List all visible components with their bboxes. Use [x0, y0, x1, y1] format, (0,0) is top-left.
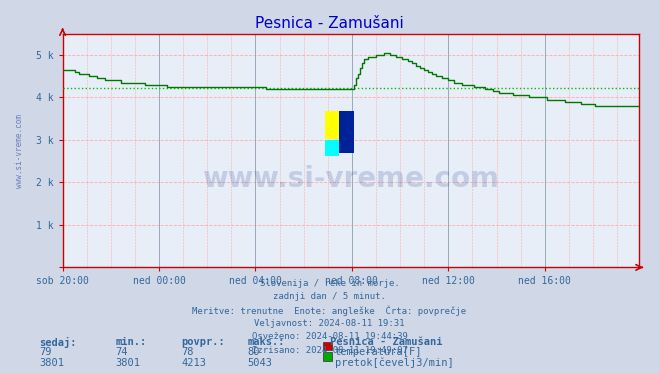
Text: 78: 78: [181, 347, 194, 357]
Text: 79: 79: [40, 347, 52, 357]
Text: Meritve: trenutne  Enote: angleške  Črta: povprečje: Meritve: trenutne Enote: angleške Črta: …: [192, 306, 467, 316]
Text: min.:: min.:: [115, 337, 146, 347]
Text: Pesnica - Zamušani: Pesnica - Zamušani: [330, 337, 442, 347]
Bar: [339, 111, 354, 153]
Text: Veljavnost: 2024-08-11 19:31: Veljavnost: 2024-08-11 19:31: [254, 319, 405, 328]
Text: 80: 80: [247, 347, 260, 357]
Text: 74: 74: [115, 347, 128, 357]
Text: zadnji dan / 5 minut.: zadnji dan / 5 minut.: [273, 292, 386, 301]
Text: 3801: 3801: [115, 358, 140, 368]
Text: pretok[čevelj3/min]: pretok[čevelj3/min]: [335, 358, 453, 368]
Text: Pesnica - Zamušani: Pesnica - Zamušani: [255, 16, 404, 31]
Text: sedaj:: sedaj:: [40, 337, 77, 347]
Text: 3801: 3801: [40, 358, 65, 368]
Text: 4213: 4213: [181, 358, 206, 368]
Text: www.si-vreme.com: www.si-vreme.com: [202, 165, 500, 193]
Text: www.si-vreme.com: www.si-vreme.com: [15, 114, 24, 187]
Text: Izrisano: 2024-08-11 19:49:07: Izrisano: 2024-08-11 19:49:07: [252, 346, 407, 355]
Text: Osveženo: 2024-08-11 19:44:39: Osveženo: 2024-08-11 19:44:39: [252, 332, 407, 341]
Text: povpr.:: povpr.:: [181, 337, 225, 347]
Text: temperatura[F]: temperatura[F]: [335, 347, 422, 357]
Text: 5043: 5043: [247, 358, 272, 368]
Text: Slovenija / reke in morje.: Slovenija / reke in morje.: [260, 279, 399, 288]
Bar: [325, 140, 339, 156]
Bar: [325, 111, 339, 139]
Text: maks.:: maks.:: [247, 337, 285, 347]
